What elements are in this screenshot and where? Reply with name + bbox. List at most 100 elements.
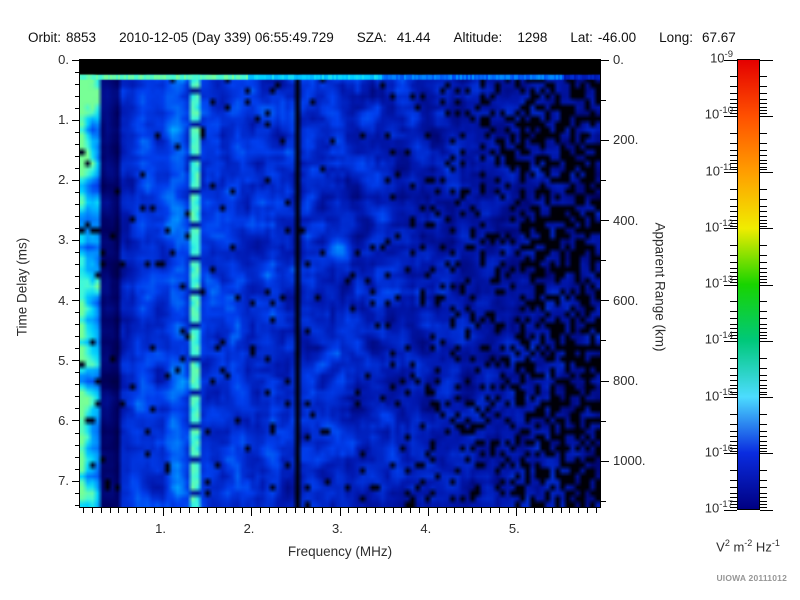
colorbar-minor-tick-left bbox=[730, 215, 737, 217]
y-right-major-tick bbox=[601, 300, 609, 302]
colorbar-minor-tick-left bbox=[730, 311, 737, 313]
x-minor-tick bbox=[374, 508, 376, 513]
x-minor-tick bbox=[242, 508, 244, 513]
colorbar-major-tick-left bbox=[724, 59, 737, 61]
colorbar-major-tick-right bbox=[760, 509, 773, 511]
header-sza: SZA: 41.44 bbox=[356, 30, 431, 45]
colorbar-minor-tick-left bbox=[730, 506, 737, 508]
colorbar-minor-tick-right bbox=[760, 367, 767, 369]
x-minor-tick bbox=[436, 508, 438, 513]
x-minor-tick bbox=[489, 508, 491, 513]
colorbar-minor-tick-right bbox=[760, 335, 767, 337]
colorbar-minor-tick-right bbox=[760, 159, 767, 161]
x-minor-tick bbox=[153, 508, 155, 513]
colorbar-minor-tick-right bbox=[760, 113, 767, 115]
colorbar-minor-tick-right bbox=[760, 311, 767, 313]
colorbar-minor-tick-left bbox=[730, 113, 737, 115]
colorbar-major-tick-right bbox=[760, 172, 773, 173]
x-minor-tick bbox=[595, 508, 597, 513]
x-minor-tick bbox=[83, 508, 85, 513]
colorbar-minor-tick-right bbox=[760, 93, 767, 95]
x-minor-tick bbox=[472, 508, 474, 513]
colorbar-minor-tick-left bbox=[730, 198, 737, 200]
x-axis-label: Frequency (MHz) bbox=[287, 544, 393, 559]
colorbar-minor-tick-right bbox=[760, 188, 767, 190]
y-right-tick-label: 0. bbox=[613, 52, 624, 67]
y-left-major-tick bbox=[72, 239, 80, 241]
colorbar-minor-tick-right bbox=[760, 132, 767, 134]
x-minor-tick bbox=[127, 508, 129, 513]
colorbar-minor-tick-right bbox=[760, 430, 767, 432]
colorbar-minor-tick-right bbox=[760, 301, 767, 303]
colorbar-minor-tick-right bbox=[760, 423, 767, 425]
colorbar-minor-tick-right bbox=[760, 497, 767, 499]
colorbar-minor-tick-right bbox=[760, 318, 767, 320]
colorbar-tick-label: 10-11 bbox=[705, 161, 734, 178]
colorbar-tick-label: 10-10 bbox=[704, 105, 733, 122]
colorbar-minor-tick-right bbox=[760, 492, 767, 494]
y-left-minor-tick bbox=[75, 468, 80, 470]
colorbar-minor-tick-right bbox=[760, 500, 767, 502]
colorbar-tick-label: 10-16 bbox=[704, 442, 733, 460]
y-left-minor-tick bbox=[75, 312, 80, 314]
y-left-minor-tick bbox=[75, 155, 80, 157]
colorbar-minor-tick-right bbox=[760, 255, 767, 257]
x-minor-tick bbox=[578, 508, 580, 513]
colorbar-major-tick-left bbox=[724, 115, 737, 117]
colorbar-minor-tick-left bbox=[730, 436, 737, 438]
colorbar-major-tick-right bbox=[760, 397, 773, 398]
x-minor-tick bbox=[560, 508, 562, 513]
colorbar-minor-tick-left bbox=[730, 275, 737, 277]
colorbar-minor-tick-right bbox=[760, 279, 767, 281]
x-minor-tick bbox=[136, 508, 138, 513]
colorbar-minor-tick-right bbox=[760, 275, 767, 277]
x-minor-tick bbox=[569, 508, 571, 513]
y-left-major-tick bbox=[72, 300, 80, 302]
y-left-minor-tick bbox=[75, 324, 80, 326]
colorbar-minor-tick-left bbox=[730, 430, 737, 432]
colorbar-minor-tick-left bbox=[730, 107, 737, 109]
x-minor-tick bbox=[215, 508, 217, 513]
x-minor-tick bbox=[295, 508, 297, 513]
y-right-tick-label: 1000. bbox=[613, 453, 646, 469]
colorbar-minor-tick-left bbox=[730, 391, 737, 393]
unit-exponent: -2 bbox=[744, 538, 753, 548]
colorbar-minor-tick-right bbox=[760, 215, 767, 217]
colorbar-minor-tick-left bbox=[730, 163, 737, 165]
colorbar-minor-tick-left bbox=[730, 301, 737, 303]
y-left-minor-tick bbox=[75, 167, 80, 169]
y-left-minor-tick bbox=[75, 264, 80, 266]
x-minor-tick bbox=[401, 508, 403, 513]
colorbar-minor-tick-left bbox=[730, 335, 737, 337]
x-minor-tick bbox=[321, 508, 323, 513]
colorbar-minor-tick-left bbox=[730, 318, 737, 320]
y-left-minor-tick bbox=[75, 227, 80, 229]
y-left-minor-tick bbox=[75, 252, 80, 254]
colorbar-minor-tick-left bbox=[730, 222, 737, 224]
y-left-minor-tick bbox=[75, 504, 80, 506]
colorbar-minor-tick-left bbox=[730, 76, 737, 78]
x-major-tick bbox=[162, 508, 164, 516]
colorbar-minor-tick-right bbox=[760, 391, 767, 393]
colorbar-minor-tick-right bbox=[760, 380, 767, 382]
x-minor-tick bbox=[198, 508, 199, 513]
y-right-tick-label: 400. bbox=[613, 212, 639, 228]
y-right-minor-tick bbox=[601, 99, 606, 101]
x-minor-tick bbox=[410, 508, 412, 513]
x-minor-tick bbox=[454, 508, 456, 513]
y-left-minor-tick bbox=[75, 372, 80, 374]
x-tick-label: 1. bbox=[155, 521, 166, 536]
y-left-minor-tick bbox=[75, 83, 80, 85]
colorbar-major-tick-right bbox=[760, 340, 773, 342]
y-right-tick-label: 200. bbox=[613, 132, 639, 148]
colorbar-tick-label: 10-9 bbox=[710, 49, 733, 66]
colorbar-minor-tick-left bbox=[730, 394, 737, 396]
colorbar-minor-tick-right bbox=[760, 394, 767, 396]
colorbar-minor-tick-left bbox=[730, 487, 737, 489]
colorbar-minor-tick-right bbox=[760, 470, 767, 472]
y-left-tick-label: 0. bbox=[58, 52, 69, 67]
colorbar-minor-tick-right bbox=[760, 447, 767, 449]
colorbar-minor-tick-right bbox=[760, 262, 767, 264]
x-tick-label: 3. bbox=[332, 521, 343, 536]
